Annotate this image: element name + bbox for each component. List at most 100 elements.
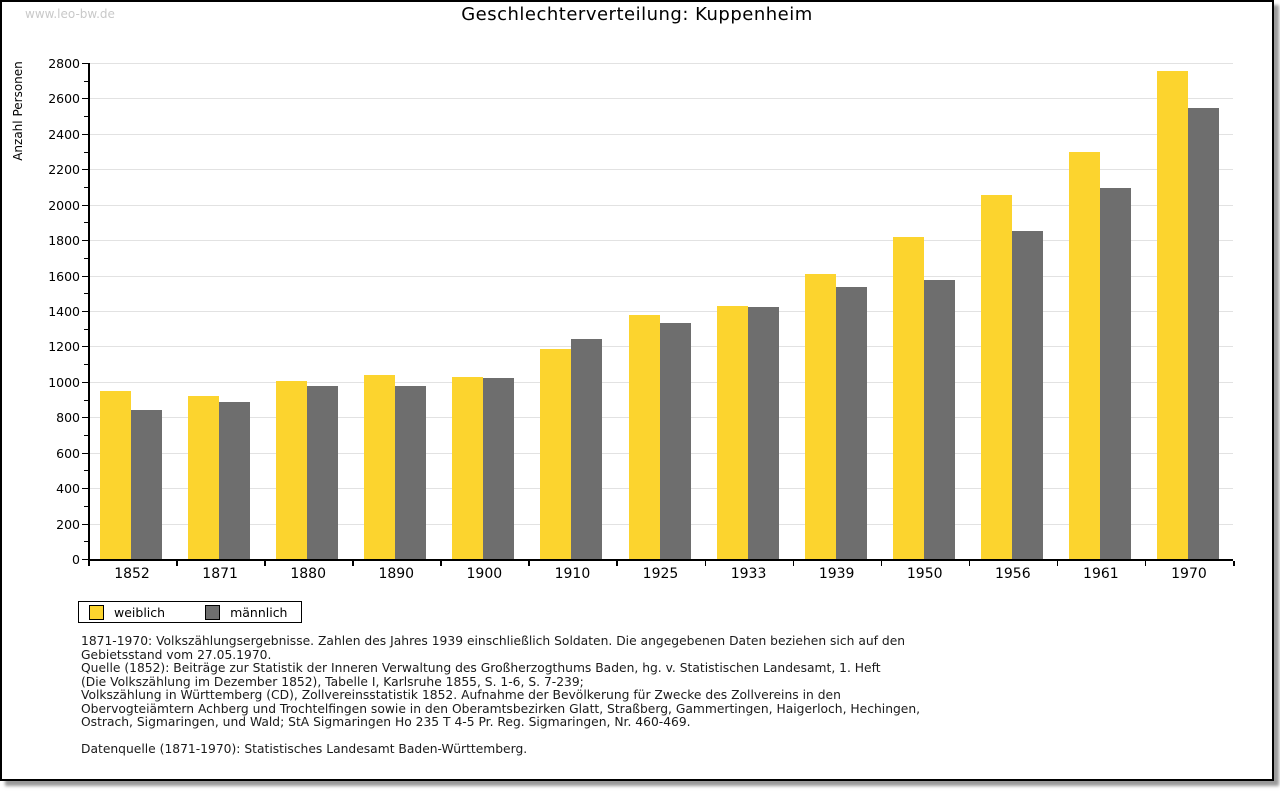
y-tick-label: 2000 xyxy=(48,197,80,213)
x-tick-label: 1961 xyxy=(1083,566,1119,582)
legend: weiblich männlich xyxy=(78,601,303,623)
weiblich-bar xyxy=(716,305,748,559)
männlich-bar xyxy=(395,386,427,559)
weiblich-bar xyxy=(1156,70,1188,559)
plot-area: 0 200 400 600 800 1000 1200 1400 1600 1800 2000 220… xyxy=(2,2,1272,779)
x-tick-label: 1950 xyxy=(906,566,943,582)
x-tick xyxy=(176,561,178,566)
y-major-tick xyxy=(82,417,88,419)
datasource-line: Datenquelle (1871-1970): Statistisches L… xyxy=(81,742,528,756)
gridline xyxy=(90,133,1233,135)
x-tick-label: 1956 xyxy=(994,566,1031,582)
y-major-tick xyxy=(82,559,88,560)
x-tick xyxy=(704,561,707,566)
gridline xyxy=(90,98,1233,100)
männlich-bar xyxy=(131,410,163,559)
x-tick-label: 1890 xyxy=(378,566,415,582)
y-tick-label: 0 xyxy=(72,552,80,567)
weiblich-bar xyxy=(540,349,572,559)
weiblich-bar xyxy=(1068,151,1100,559)
legend-label-weiblich: weiblich xyxy=(114,604,166,620)
x-tick-label: 1880 xyxy=(290,566,326,582)
männlich-bar xyxy=(1011,231,1043,559)
x-tick-label: 1900 xyxy=(466,566,503,582)
x-tick xyxy=(968,561,971,566)
weiblich-bar xyxy=(892,236,924,559)
maennlich-swatch-icon xyxy=(205,604,221,620)
y-minor-tick xyxy=(84,257,88,259)
y-tick-label: 600 xyxy=(56,445,80,461)
y-major-tick xyxy=(82,275,88,277)
männlich-bar xyxy=(1099,187,1131,559)
x-tick xyxy=(1144,561,1147,566)
y-tick-label: 2200 xyxy=(48,162,80,178)
y-major-tick xyxy=(82,133,88,135)
y-minor-tick xyxy=(84,541,88,543)
männlich-bar xyxy=(307,386,339,559)
weiblich-swatch-icon xyxy=(89,604,104,620)
gridline xyxy=(90,275,1233,277)
x-tick xyxy=(616,561,618,566)
y-axis-line xyxy=(88,63,90,561)
footnotes: 1871-1970: Volkszählungsergebnisse. Zahl… xyxy=(81,634,1201,730)
weiblich-bar xyxy=(980,194,1012,559)
y-tick-label: 2400 xyxy=(48,126,80,142)
weiblich-bar xyxy=(364,374,396,559)
y-minor-tick xyxy=(84,435,88,436)
watermark: www.leo-bw.de xyxy=(25,7,115,21)
y-tick-label: 400 xyxy=(56,481,80,497)
y-major-tick xyxy=(82,488,88,490)
y-minor-tick xyxy=(84,505,88,507)
x-tick xyxy=(880,561,883,566)
y-tick-label: 1400 xyxy=(48,304,80,319)
y-major-tick xyxy=(82,523,88,525)
x-tick xyxy=(1056,561,1059,566)
x-tick-label: 1970 xyxy=(1171,566,1207,582)
männlich-bar xyxy=(219,402,251,559)
y-minor-tick xyxy=(84,328,88,330)
y-major-tick xyxy=(82,169,88,171)
footnote-line: Quelle (1852): Beiträge zur Statistik de… xyxy=(81,661,881,675)
footnote-line: 1871-1970: Volkszählungsergebnisse. Zahl… xyxy=(81,634,906,648)
y-tick-label: 1800 xyxy=(48,233,80,249)
männlich-bar xyxy=(659,322,691,559)
legend-item-maennlich: männlich xyxy=(205,604,288,620)
gridline xyxy=(90,240,1233,242)
männlich-bar xyxy=(747,307,779,559)
gridline xyxy=(90,204,1233,206)
x-tick-label: 1933 xyxy=(730,566,767,582)
männlich-bar xyxy=(835,287,867,559)
footnote-line: Obervogteiämtern Achberg und Trochtelfin… xyxy=(81,701,921,716)
y-minor-tick xyxy=(84,364,88,366)
y-major-tick xyxy=(82,240,88,242)
männlich-bar xyxy=(571,339,603,559)
weiblich-bar xyxy=(276,380,308,559)
footnote-line: Ostrach, Sigmaringen, und Wald; StA Sigm… xyxy=(81,715,691,729)
y-major-tick xyxy=(82,346,88,348)
y-tick-label: 1200 xyxy=(48,339,80,355)
y-major-tick xyxy=(82,63,88,64)
x-tick-label: 1852 xyxy=(114,566,150,582)
footnote-line: Gebietsstand vom 27.05.1970. xyxy=(81,647,272,662)
gridline xyxy=(90,311,1233,312)
x-tick xyxy=(352,561,354,566)
y-minor-tick xyxy=(84,80,88,82)
y-major-tick xyxy=(82,204,88,206)
y-major-tick xyxy=(82,311,88,312)
männlich-bar xyxy=(923,280,955,559)
weiblich-bar xyxy=(452,377,484,559)
männlich-bar xyxy=(483,378,515,559)
x-tick xyxy=(440,561,442,566)
y-tick-label: 800 xyxy=(56,410,80,426)
chart-title: Geschlechterverteilung: Kuppenheim xyxy=(461,4,813,25)
x-tick xyxy=(792,561,795,566)
y-major-tick xyxy=(82,452,88,454)
footnote-line: (Die Volkszählung im Dezember 1852), Tab… xyxy=(81,674,584,689)
legend-label-maennlich: männlich xyxy=(230,604,288,620)
y-minor-tick xyxy=(84,187,88,188)
y-tick-label: 200 xyxy=(56,516,80,532)
x-tick xyxy=(528,561,530,566)
gridline xyxy=(90,63,1233,64)
x-tick-label: 1910 xyxy=(554,566,591,582)
